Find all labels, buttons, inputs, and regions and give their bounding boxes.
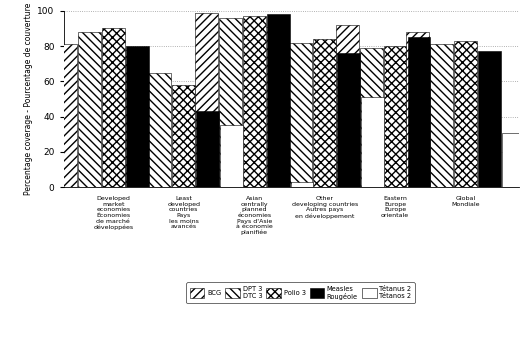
- Bar: [361, 97, 384, 187]
- Bar: [78, 32, 101, 187]
- Bar: [313, 39, 336, 187]
- Bar: [290, 182, 313, 187]
- Legend: BCG, DPT 3
DTC 3, Polio 3, Measles
Rougéole, Tétanus 2
Tétanos 2: BCG, DPT 3 DTC 3, Polio 3, Measles Rougé…: [187, 282, 415, 303]
- Bar: [454, 41, 477, 187]
- Bar: [195, 13, 218, 187]
- Bar: [407, 32, 429, 187]
- Bar: [220, 126, 243, 187]
- Bar: [243, 16, 266, 187]
- Bar: [219, 18, 242, 187]
- Bar: [289, 42, 312, 187]
- Bar: [266, 27, 288, 187]
- Bar: [430, 44, 453, 187]
- Bar: [126, 46, 148, 187]
- Bar: [148, 73, 171, 187]
- Bar: [502, 132, 525, 187]
- Bar: [384, 46, 407, 187]
- Bar: [125, 50, 147, 187]
- Bar: [360, 48, 383, 187]
- Bar: [267, 14, 289, 187]
- Bar: [54, 44, 77, 187]
- Bar: [408, 37, 430, 187]
- Bar: [337, 53, 360, 187]
- Bar: [336, 25, 359, 187]
- Bar: [478, 51, 501, 187]
- Bar: [102, 28, 125, 187]
- Y-axis label: Percentage coverage - Pourcentage de couverture: Percentage coverage - Pourcentage de cou…: [24, 3, 33, 195]
- Bar: [196, 111, 219, 187]
- Bar: [172, 85, 195, 187]
